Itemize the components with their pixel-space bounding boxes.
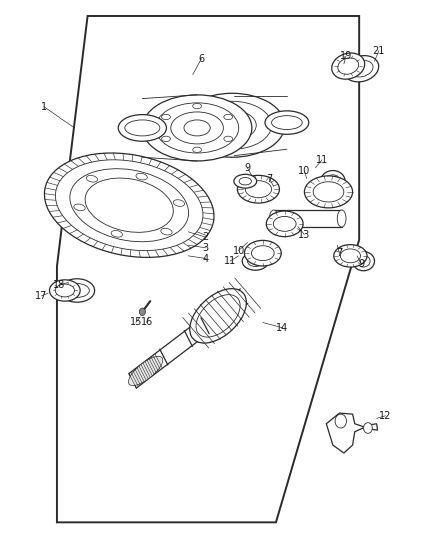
Ellipse shape (337, 210, 346, 227)
Text: 1: 1 (41, 102, 47, 111)
Text: 18: 18 (53, 280, 65, 290)
Text: 9: 9 (244, 163, 251, 173)
Ellipse shape (224, 136, 233, 142)
Ellipse shape (208, 110, 256, 140)
Ellipse shape (350, 61, 373, 77)
Text: 4: 4 (203, 254, 209, 263)
Ellipse shape (162, 136, 170, 142)
Text: 16: 16 (141, 318, 153, 327)
Ellipse shape (338, 58, 359, 74)
Ellipse shape (321, 171, 345, 192)
Text: 12: 12 (379, 411, 392, 421)
Text: 17: 17 (35, 291, 48, 301)
Text: 2: 2 (203, 232, 209, 242)
Ellipse shape (190, 289, 246, 343)
Ellipse shape (245, 181, 272, 198)
Ellipse shape (265, 111, 309, 134)
Ellipse shape (266, 211, 303, 237)
Ellipse shape (139, 308, 145, 316)
Ellipse shape (85, 178, 173, 232)
Text: 11: 11 (224, 256, 236, 266)
Polygon shape (326, 413, 378, 453)
Text: 21: 21 (373, 46, 385, 55)
Ellipse shape (332, 53, 365, 79)
Ellipse shape (184, 120, 210, 136)
Text: 7: 7 (336, 248, 343, 258)
Ellipse shape (44, 153, 214, 257)
Ellipse shape (70, 168, 188, 242)
Ellipse shape (86, 175, 98, 182)
Ellipse shape (74, 204, 85, 211)
Ellipse shape (155, 103, 239, 153)
Ellipse shape (273, 216, 296, 231)
Ellipse shape (193, 147, 201, 152)
Ellipse shape (196, 295, 240, 337)
Ellipse shape (118, 115, 166, 141)
Circle shape (364, 423, 372, 433)
Ellipse shape (340, 249, 360, 263)
Ellipse shape (313, 182, 344, 202)
Ellipse shape (173, 200, 184, 206)
Ellipse shape (304, 176, 353, 208)
Ellipse shape (55, 284, 74, 297)
Ellipse shape (242, 252, 268, 270)
Text: 3: 3 (203, 243, 209, 253)
Text: 9: 9 (358, 259, 364, 269)
Ellipse shape (272, 116, 302, 130)
Text: 13: 13 (298, 230, 311, 239)
Text: 7: 7 (266, 174, 272, 183)
Text: 11: 11 (316, 155, 328, 165)
Ellipse shape (111, 230, 123, 237)
Text: 10: 10 (298, 166, 311, 175)
Ellipse shape (142, 95, 252, 161)
Text: 15: 15 (130, 318, 142, 327)
Ellipse shape (193, 101, 272, 149)
Ellipse shape (244, 240, 281, 266)
Ellipse shape (60, 279, 95, 302)
Text: 14: 14 (276, 323, 289, 333)
Ellipse shape (357, 255, 370, 267)
Circle shape (335, 414, 346, 428)
Text: 19: 19 (340, 51, 352, 61)
Ellipse shape (193, 103, 201, 109)
Ellipse shape (353, 252, 374, 271)
Ellipse shape (136, 173, 147, 180)
Ellipse shape (239, 177, 251, 185)
Ellipse shape (269, 210, 278, 227)
Ellipse shape (162, 115, 170, 120)
Ellipse shape (325, 175, 340, 188)
Polygon shape (57, 16, 359, 522)
Ellipse shape (125, 120, 160, 136)
Ellipse shape (171, 112, 223, 144)
Ellipse shape (56, 160, 203, 251)
Ellipse shape (237, 175, 279, 203)
Text: 10: 10 (233, 246, 245, 255)
Ellipse shape (251, 246, 274, 261)
Ellipse shape (344, 55, 379, 82)
Text: 6: 6 (198, 54, 205, 63)
Ellipse shape (247, 256, 263, 266)
Ellipse shape (180, 93, 285, 157)
Ellipse shape (334, 245, 367, 267)
Ellipse shape (65, 284, 89, 297)
Ellipse shape (234, 174, 257, 188)
Ellipse shape (128, 357, 163, 385)
Ellipse shape (224, 115, 233, 120)
Ellipse shape (49, 280, 80, 301)
Ellipse shape (161, 228, 172, 235)
